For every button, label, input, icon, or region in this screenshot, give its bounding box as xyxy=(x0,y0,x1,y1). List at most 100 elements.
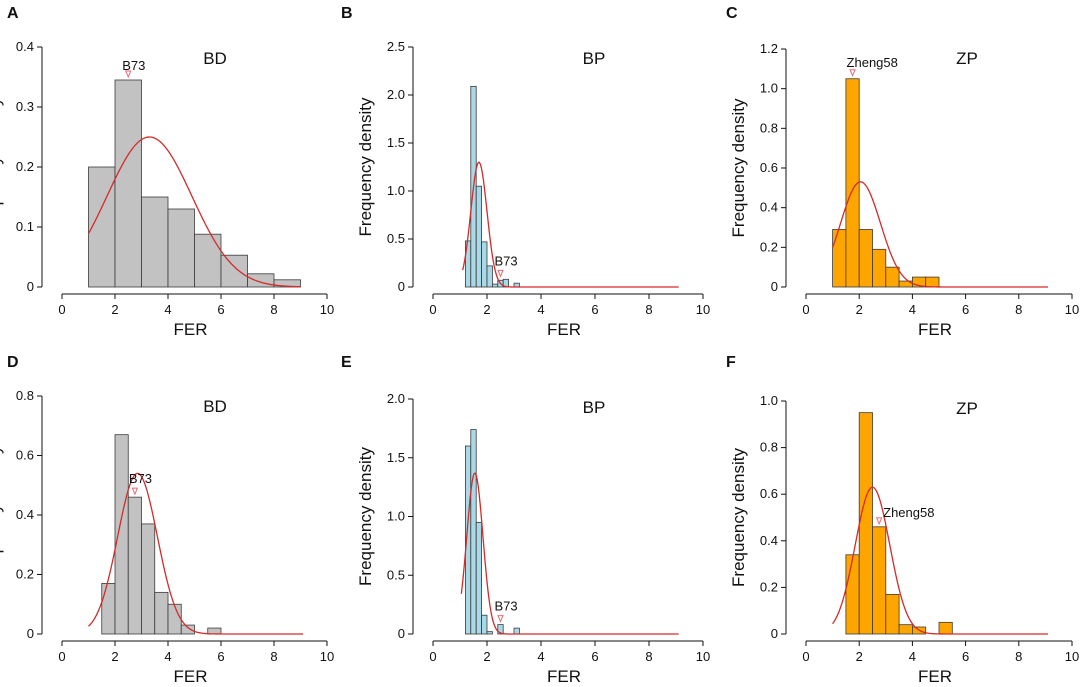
x-axis-title: FER xyxy=(547,667,581,686)
annotation-label: B73 xyxy=(495,599,518,614)
x-tick-label: 0 xyxy=(429,649,436,664)
y-tick-label: 2.5 xyxy=(387,39,405,54)
y-tick-label: 0.6 xyxy=(16,448,34,463)
x-axis-title: FER xyxy=(174,320,208,339)
panel-b: 0 2 4 6 8 10 0 0.5 1.0 1.5 2.0 2.5 FER Frequency dens… xyxy=(341,5,710,339)
normal-curve xyxy=(460,472,679,635)
y-tick-label: 1.0 xyxy=(760,393,778,408)
y-tick-label: 0.6 xyxy=(760,160,778,175)
y-tick-label: 0.2 xyxy=(16,567,34,582)
histogram-bar xyxy=(180,624,195,635)
x-tick-label: 4 xyxy=(537,649,544,664)
x-tick-label: 6 xyxy=(217,649,224,664)
panel-a: 0 2 4 6 8 10 0 0.1 0.2 0.3 0.4 FER Frequency density… xyxy=(0,5,334,339)
x-tick-label: 0 xyxy=(802,302,809,317)
y-axis-title: Frequency density xyxy=(729,98,748,237)
histogram-bar xyxy=(898,624,913,635)
panel-e: 0 2 4 6 8 10 0 0.5 1.0 1.5 2.0 FER Frequency density… xyxy=(341,354,710,686)
histogram-bar xyxy=(486,265,493,288)
x-axis-title: FER xyxy=(547,320,581,339)
annotation-label: Zheng58 xyxy=(883,505,934,520)
normal-curve xyxy=(87,136,301,288)
histogram-bar xyxy=(154,591,169,635)
histogram-bar xyxy=(858,229,873,288)
x-tick-label: 6 xyxy=(217,302,224,317)
y-tick-label: 1.0 xyxy=(387,183,405,198)
annotation-marker xyxy=(497,615,504,623)
panel-title: BD xyxy=(203,397,227,416)
y-axis-title: Frequency density xyxy=(0,445,4,584)
panel-letter: F xyxy=(726,354,736,371)
normal-curve xyxy=(88,472,304,635)
histogram-bar xyxy=(885,593,900,635)
histogram-bar xyxy=(832,229,847,288)
annotation-label: Zheng58 xyxy=(847,55,898,70)
y-tick-label: 0.6 xyxy=(760,486,778,501)
y-tick-label: 0.5 xyxy=(387,231,405,246)
x-tick-label: 0 xyxy=(58,649,65,664)
panel-title: BD xyxy=(203,49,227,68)
histogram-bar xyxy=(194,233,222,288)
panel-letter: E xyxy=(341,354,352,371)
annotation-marker xyxy=(497,269,504,278)
histogram-bar xyxy=(101,583,116,635)
annotation-marker xyxy=(125,70,132,79)
histogram-bar xyxy=(475,185,483,288)
y-tick-label: 0 xyxy=(771,279,778,294)
y-tick-label: 0 xyxy=(27,279,34,294)
y-tick-label: 0.8 xyxy=(760,440,778,455)
panel-title: BP xyxy=(583,49,606,68)
x-tick-label: 4 xyxy=(909,302,916,317)
histogram-bar xyxy=(486,631,493,635)
x-tick-label: 0 xyxy=(429,302,436,317)
y-tick-label: 0.4 xyxy=(760,533,778,548)
x-axis-title: FER xyxy=(918,320,952,339)
panel-letter: B xyxy=(341,5,353,22)
histogram-bar xyxy=(481,241,488,288)
x-tick-label: 8 xyxy=(270,649,277,664)
histogram-bar xyxy=(114,79,142,288)
x-tick-label: 4 xyxy=(164,302,171,317)
annotation-marker xyxy=(849,69,856,78)
histogram-bar xyxy=(938,621,953,635)
x-tick-label: 8 xyxy=(270,302,277,317)
histogram-bar xyxy=(845,78,860,288)
x-tick-label: 8 xyxy=(645,302,652,317)
x-tick-label: 0 xyxy=(802,649,809,664)
x-tick-label: 8 xyxy=(1015,649,1022,664)
histogram-bar xyxy=(141,523,156,635)
y-tick-label: 0.4 xyxy=(16,507,34,522)
normal-curve xyxy=(831,181,1049,288)
x-tick-label: 6 xyxy=(591,649,598,664)
x-tick-label: 0 xyxy=(58,302,65,317)
histogram-bar xyxy=(475,521,483,635)
panel-letter: C xyxy=(726,5,738,22)
x-tick-label: 6 xyxy=(591,302,598,317)
x-tick-label: 10 xyxy=(1065,649,1079,664)
histogram-bar xyxy=(872,248,887,288)
x-tick-label: 4 xyxy=(537,302,544,317)
x-tick-label: 10 xyxy=(696,302,710,317)
histogram-bar xyxy=(481,614,488,635)
histogram-bar xyxy=(207,627,222,635)
y-tick-label: 1.0 xyxy=(387,509,405,524)
panel-title: BP xyxy=(583,398,606,417)
y-tick-label: 1.2 xyxy=(760,41,778,56)
x-tick-label: 2 xyxy=(111,649,118,664)
y-tick-label: 0 xyxy=(771,626,778,641)
annotation-marker xyxy=(131,487,139,496)
y-tick-label: 0.5 xyxy=(387,567,405,582)
x-tick-label: 6 xyxy=(962,649,969,664)
histogram-bar xyxy=(513,627,520,635)
histogram-bar xyxy=(925,276,940,288)
y-tick-label: 2.0 xyxy=(387,391,405,406)
annotation-label: B73 xyxy=(122,58,145,73)
normal-curve xyxy=(462,161,679,288)
y-tick-label: 1.0 xyxy=(760,81,778,96)
y-tick-label: 1.5 xyxy=(387,135,405,150)
normal-curve xyxy=(832,486,1049,635)
y-tick-label: 0.8 xyxy=(16,388,34,403)
x-tick-label: 2 xyxy=(856,649,863,664)
y-tick-label: 0.1 xyxy=(16,219,34,234)
histogram-bar xyxy=(470,429,477,635)
